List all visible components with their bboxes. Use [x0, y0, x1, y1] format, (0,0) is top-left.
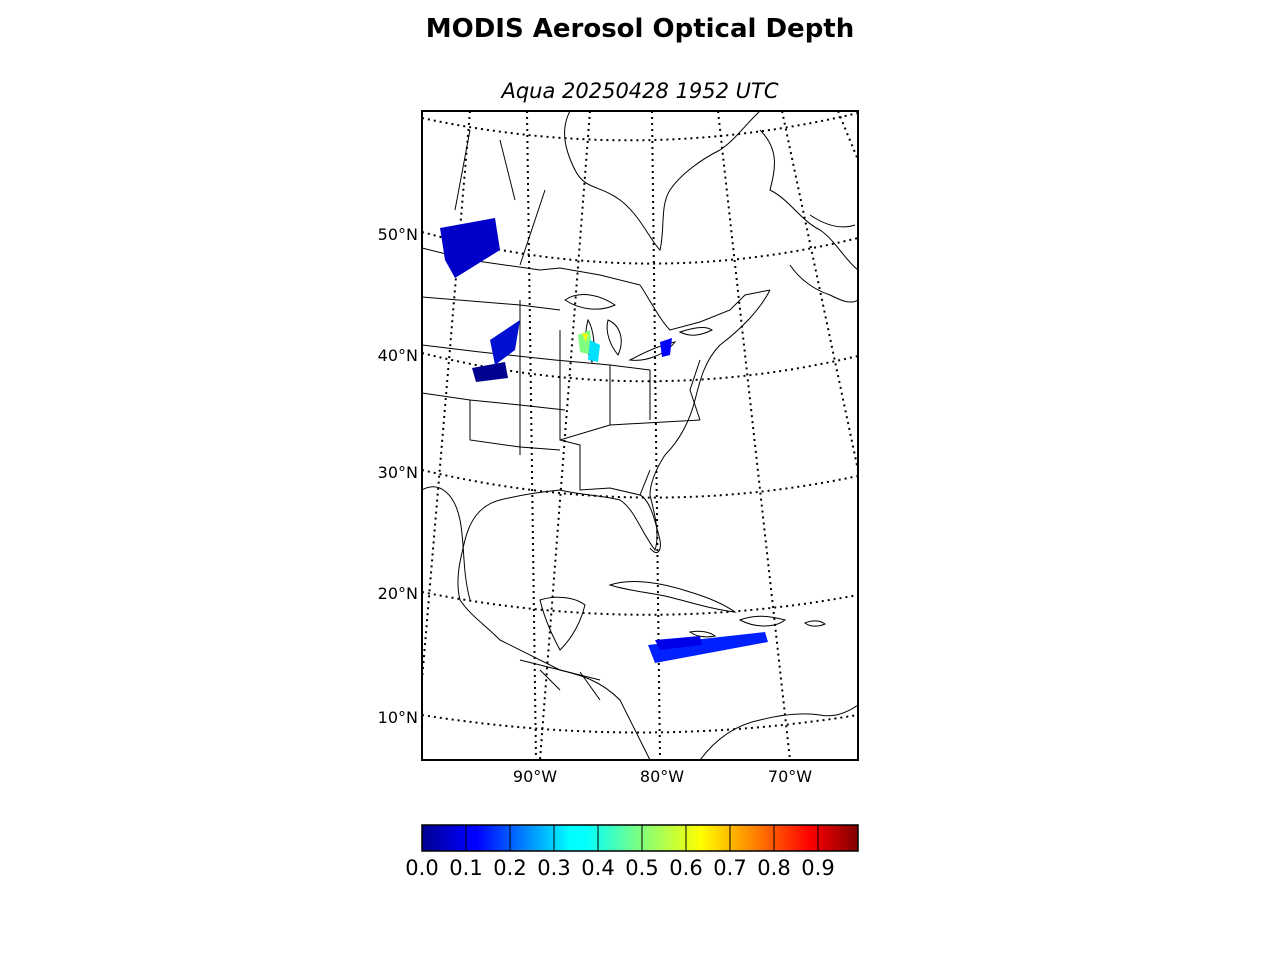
lat-label-50n: 50°N	[377, 225, 418, 244]
lat-label-30n: 30°N	[377, 463, 418, 482]
meridians	[422, 111, 858, 760]
colorbar-label: 0.2	[493, 856, 527, 880]
colorbar-label: 0.5	[625, 856, 659, 880]
map-title: MODIS Aerosol Optical Depth	[425, 14, 855, 44]
colorbar-label: 0.1	[449, 856, 483, 880]
colorbar-label: 0.7	[713, 856, 747, 880]
colorbar-label: 0.9	[801, 856, 835, 880]
colorbar-label: 0.4	[581, 856, 615, 880]
lat-label-40n: 40°N	[377, 346, 418, 365]
colorbar-label: 0.3	[537, 856, 571, 880]
map-frame	[421, 110, 859, 761]
lon-label-80w: 80°W	[639, 767, 685, 786]
map-subtitle: Aqua 20250428 1952 UTC	[501, 79, 779, 103]
lon-label-90w: 90°W	[512, 767, 558, 786]
colorbar-label: 0.8	[757, 856, 791, 880]
lon-label-70w: 70°W	[767, 767, 813, 786]
aod-retrievals	[440, 218, 768, 663]
colorbar-label: 0.6	[669, 856, 703, 880]
lat-label-20n: 20°N	[377, 584, 418, 603]
lat-label-10n: 10°N	[377, 708, 418, 727]
colorbar-label: 0.0	[405, 856, 439, 880]
coastlines	[422, 111, 858, 760]
colorbar-ticks	[465, 825, 819, 851]
colorbar	[421, 824, 859, 852]
parallels	[422, 112, 858, 734]
